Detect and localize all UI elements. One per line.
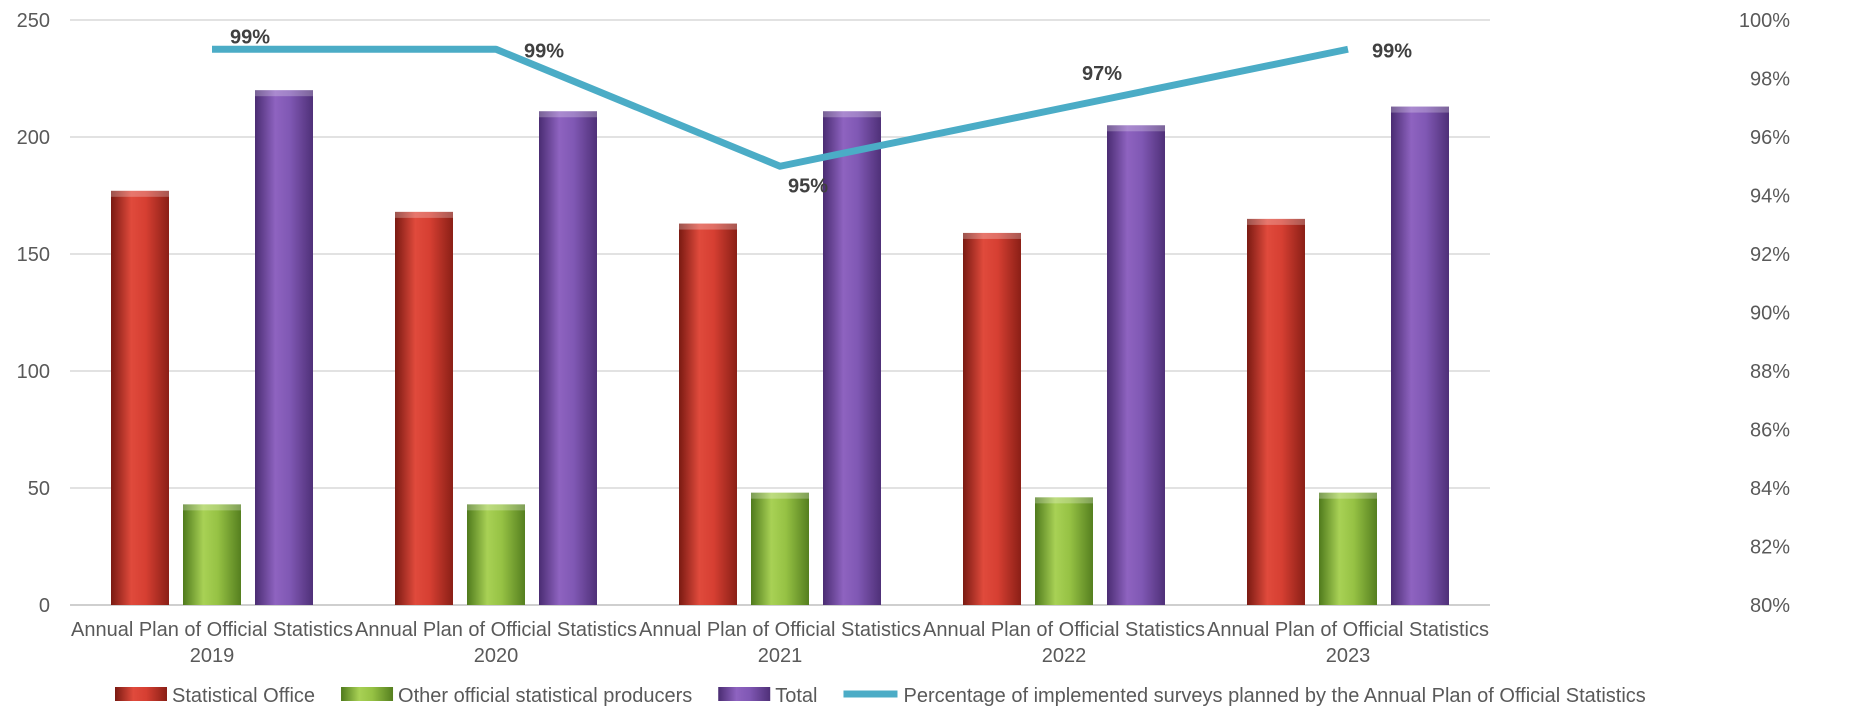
legend-label-3: Percentage of implemented surveys planne… (903, 685, 1645, 707)
legend-swatch-2 (718, 687, 771, 701)
legend-label-2: Total (775, 685, 817, 707)
y-right-tick-2: 84% (1750, 478, 1790, 500)
category-label-2-1: 2021 (758, 645, 803, 667)
y-right-tick-7: 94% (1750, 186, 1790, 208)
bar-cap-1-2 (751, 492, 809, 499)
bar-cap-2-3 (1107, 125, 1165, 132)
bar-0-2 (679, 223, 737, 605)
category-label-1-1: 2020 (474, 645, 519, 667)
bar-cap-0-0 (111, 190, 169, 197)
percentage-label-4: 99% (1372, 40, 1412, 62)
y-left-tick-4: 200 (17, 127, 50, 149)
category-label-1-0: Annual Plan of Official Statistics (355, 619, 637, 641)
bar-1-0 (183, 504, 241, 605)
category-label-0-0: Annual Plan of Official Statistics (71, 619, 353, 641)
y-left-tick-1: 50 (28, 478, 50, 500)
percentage-label-0: 99% (230, 26, 270, 48)
y-left-tick-0: 0 (39, 595, 50, 617)
percentage-label-2: 95% (788, 175, 828, 197)
bar-cap-2-0 (255, 90, 313, 97)
y-right-tick-10: 100% (1739, 10, 1790, 32)
bar-1-4 (1319, 492, 1377, 605)
percentage-line-path (212, 45, 1349, 170)
axis-labels: 0 50 100 150 200 250 80% 82% 84% 86% 88% 90% 92% 94% 9… (17, 10, 1791, 667)
bar-0-3 (963, 232, 1021, 605)
category-label-4-1: 2023 (1326, 645, 1371, 667)
bar-cap-2-4 (1391, 106, 1449, 113)
bar-0-4 (1247, 218, 1305, 605)
y-right-tick-5: 90% (1750, 303, 1790, 325)
category-label-4-0: Annual Plan of Official Statistics (1207, 619, 1489, 641)
bar-cap-1-4 (1319, 492, 1377, 499)
bar-2-3 (1107, 125, 1165, 606)
category-label-3-0: Annual Plan of Official Statistics (923, 619, 1205, 641)
bar-1-1 (467, 504, 525, 605)
category-label-3-1: 2022 (1042, 645, 1087, 667)
y-left-tick-5: 250 (17, 10, 50, 32)
bar-1-3 (1035, 497, 1093, 605)
y-right-tick-0: 80% (1750, 595, 1790, 617)
bar-2-0 (255, 90, 313, 605)
y-left-tick-2: 100 (17, 361, 50, 383)
y-right-tick-4: 88% (1750, 361, 1790, 383)
bar-1-2 (751, 492, 809, 605)
legend-swatch-1 (341, 687, 394, 701)
y-right-tick-9: 98% (1750, 69, 1790, 91)
percentage-line: 99% 99% 95% 97% 99% (212, 26, 1412, 197)
bar-cap-0-2 (679, 223, 737, 230)
legend: Statistical Office Other official statist… (115, 685, 1646, 707)
bar-cap-2-1 (539, 111, 597, 118)
y-left-tick-3: 150 (17, 244, 50, 266)
category-label-0-1: 2019 (190, 645, 235, 667)
bar-cap-0-4 (1247, 218, 1305, 225)
bar-cap-0-1 (395, 211, 453, 218)
legend-label-0: Statistical Office (172, 685, 315, 707)
bar-2-4 (1391, 106, 1449, 605)
category-label-2-0: Annual Plan of Official Statistics (639, 619, 921, 641)
legend-label-1: Other official statistical producers (398, 685, 692, 707)
bar-cap-1-1 (467, 504, 525, 511)
legend-swatch-0 (115, 687, 167, 701)
bar-cap-0-3 (963, 232, 1021, 239)
y-right-tick-8: 96% (1750, 127, 1790, 149)
percentage-label-1: 99% (524, 40, 564, 62)
bar-cap-2-2 (823, 111, 881, 118)
bar-0-1 (395, 211, 453, 605)
y-right-tick-6: 92% (1750, 244, 1790, 266)
bars (111, 90, 1449, 606)
y-right-tick-3: 86% (1750, 420, 1790, 442)
bar-cap-1-3 (1035, 497, 1093, 504)
bar-2-2 (823, 111, 881, 605)
bar-2-1 (539, 111, 597, 605)
percentage-label-3: 97% (1082, 63, 1122, 85)
bar-cap-1-0 (183, 504, 241, 511)
bar-0-0 (111, 190, 169, 605)
y-right-tick-1: 82% (1750, 537, 1790, 559)
